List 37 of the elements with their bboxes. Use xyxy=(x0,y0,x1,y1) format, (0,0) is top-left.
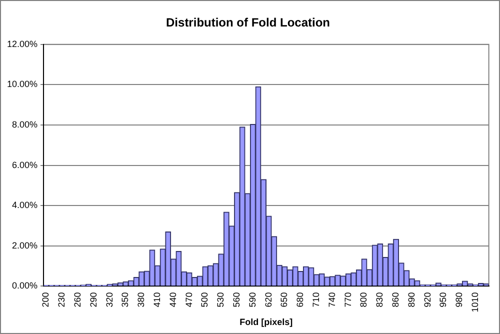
x-tick-label: 770 xyxy=(342,292,353,308)
x-tick-label: 590 xyxy=(247,292,258,308)
x-axis-title: Fold [pixels] xyxy=(240,317,293,328)
x-tick-label: 980 xyxy=(454,292,464,308)
x-tick-label: 740 xyxy=(326,292,337,308)
x-tick-label: 410 xyxy=(152,292,162,308)
y-tick-label: 0.00% xyxy=(12,280,38,291)
y-tick-label: 10.00% xyxy=(6,79,38,90)
x-tick-label: 530 xyxy=(216,292,226,308)
x-tick-label: 470 xyxy=(184,292,194,308)
x-tick-label: 230 xyxy=(56,292,67,308)
x-tick-label: 260 xyxy=(72,292,82,308)
x-tick-label: 950 xyxy=(438,292,448,308)
x-tick-label: 800 xyxy=(358,292,369,308)
y-tick-label: 2.00% xyxy=(12,240,38,250)
y-tick-label: 6.00% xyxy=(12,160,38,170)
x-tick-label: 500 xyxy=(200,292,210,308)
x-tick-label: 440 xyxy=(168,292,178,308)
x-tick-label: 920 xyxy=(422,292,432,308)
x-tick-label: 710 xyxy=(311,292,322,308)
y-tick-label: 8.00% xyxy=(12,119,38,130)
x-tick-label: 830 xyxy=(374,292,385,308)
x-tick-label: 290 xyxy=(88,292,98,308)
x-tick-label: 350 xyxy=(120,292,130,308)
x-tick-label: 380 xyxy=(136,292,146,308)
x-tick-label: 890 xyxy=(406,292,416,308)
x-tick-label: 860 xyxy=(390,292,401,308)
x-tick-label: 650 xyxy=(279,292,290,308)
y-tick-label: 4.00% xyxy=(12,200,38,210)
y-tick-label: 12.00% xyxy=(6,38,38,49)
x-tick-label: 560 xyxy=(231,292,242,308)
x-tick-label: 620 xyxy=(263,292,274,308)
x-tick-label: 320 xyxy=(104,292,114,308)
x-tick-label: 200 xyxy=(40,292,51,308)
x-tick-label: 1010 xyxy=(470,292,480,312)
x-tick-label: 680 xyxy=(295,292,306,308)
chart-title: Distribution of Fold Location xyxy=(166,16,330,30)
